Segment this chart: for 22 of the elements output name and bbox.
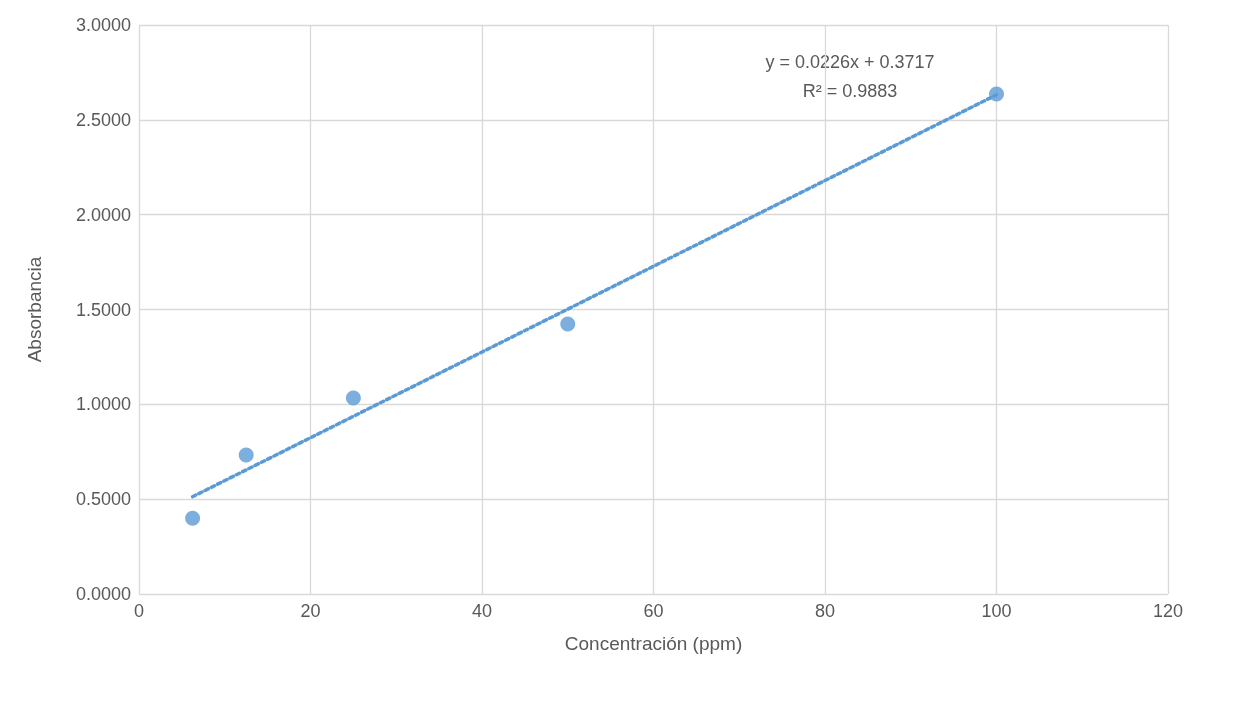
y-tick-label: 3.0000 <box>75 15 131 35</box>
y-tick-label: 0.0000 <box>75 584 131 604</box>
x-tick-label: 120 <box>1152 601 1184 621</box>
y-tick-label: 2.0000 <box>75 204 131 225</box>
point <box>345 390 361 406</box>
y-tick-label: 1.0000 <box>75 394 131 415</box>
point <box>238 447 254 463</box>
y-axis-title: Absorbancia <box>24 256 45 363</box>
x-tick-label: 0 <box>133 601 145 621</box>
annotation: R² = 0.9883 <box>802 81 898 101</box>
y-tick-label: 1.5000 <box>75 299 131 320</box>
x-tick-label: 80 <box>814 601 836 621</box>
x-tick-label: 20 <box>300 601 321 621</box>
point <box>560 316 576 332</box>
y-tick-label: 2.5000 <box>75 109 131 130</box>
x-tick-label: 40 <box>471 601 493 621</box>
x-tick-label: 60 <box>643 601 664 621</box>
x-tick-label: 100 <box>981 601 1012 621</box>
x-axis-title: Concentración (ppm) <box>564 633 743 654</box>
y-tick-label: 0.5000 <box>75 489 131 510</box>
annotation: y = 0.0226x + 0.3717 <box>765 52 935 72</box>
point <box>185 510 201 526</box>
